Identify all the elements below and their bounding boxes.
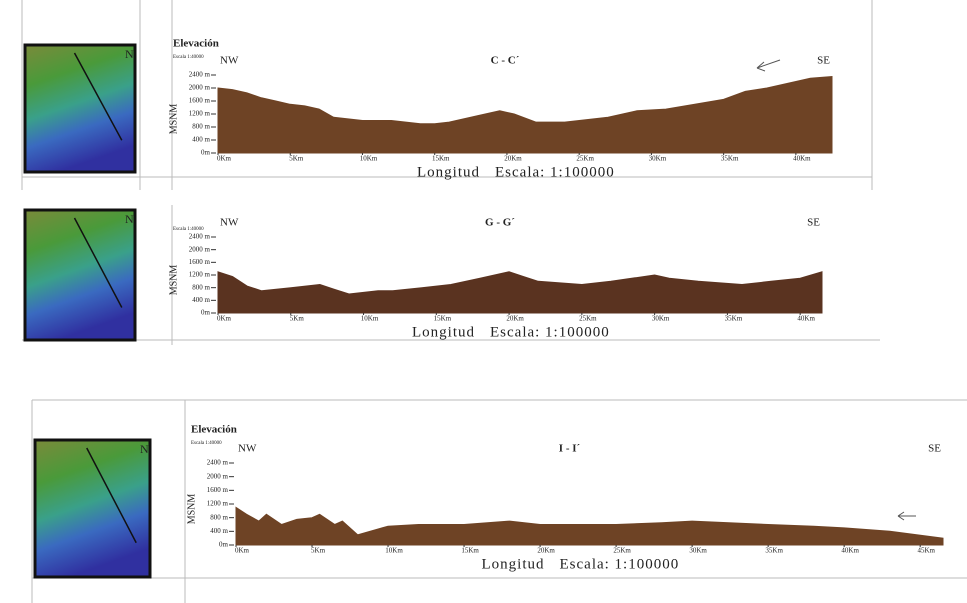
y-tick-label: 0m xyxy=(201,149,211,157)
y-tick-label: 1200 m xyxy=(189,271,211,279)
x-tick-label: 30Km xyxy=(689,547,707,555)
y-axis-label: MSNM xyxy=(186,494,197,525)
x-tick-label: 10Km xyxy=(385,547,403,555)
right-label: SE xyxy=(807,217,820,229)
x-tick-label: 25Km xyxy=(576,155,594,163)
y-tick-label: 2400 m xyxy=(207,459,229,467)
y-tick-label: 1600 m xyxy=(189,258,211,266)
y-tick-label: 2000 m xyxy=(189,84,211,92)
x-tick-label: 35Km xyxy=(765,547,783,555)
x-tick-label: 40Km xyxy=(841,547,859,555)
y-tick-label: 400 m xyxy=(210,527,228,535)
section-title: C - C´ xyxy=(491,55,520,67)
left-label: NW xyxy=(220,217,239,229)
y-axis-label: MSNM xyxy=(168,104,179,135)
x-tick-label: 10Km xyxy=(360,155,378,163)
x-tick-label: 35Km xyxy=(721,155,739,163)
x-axis-label: Longitud xyxy=(412,324,475,340)
elevation-profile xyxy=(218,77,832,153)
x-tick-label: 40Km xyxy=(797,315,815,323)
header: Elevación xyxy=(173,38,219,50)
x-tick-label: 25Km xyxy=(613,547,631,555)
y-tick-label: 400 m xyxy=(192,296,210,304)
x-tick-label: 0Km xyxy=(217,315,232,323)
north-label: N xyxy=(125,47,134,61)
x-tick-label: 5Km xyxy=(290,315,305,323)
x-tick-label: 40Km xyxy=(793,155,811,163)
x-tick-label: 15Km xyxy=(434,315,452,323)
x-tick-label: 15Km xyxy=(432,155,450,163)
elevation-profile xyxy=(218,272,822,313)
y-tick-label: 0m xyxy=(201,309,211,317)
y-tick-label: 1600 m xyxy=(207,486,229,494)
x-tick-label: 30Km xyxy=(652,315,670,323)
x-tick-label: 30Km xyxy=(649,155,667,163)
y-tick-label: 2400 m xyxy=(189,233,211,241)
x-tick-label: 20Km xyxy=(504,155,522,163)
x-tick-label: 5Km xyxy=(311,547,326,555)
x-tick-label: 20Km xyxy=(506,315,524,323)
scale-note: Escala 1:40000 xyxy=(191,441,222,446)
y-tick-label: 1200 m xyxy=(207,500,229,508)
y-tick-label: 800 m xyxy=(210,513,228,521)
y-tick-label: 800 m xyxy=(192,123,210,131)
right-label: SE xyxy=(928,443,941,455)
y-tick-label: 800 m xyxy=(192,283,210,291)
y-tick-label: 2400 m xyxy=(189,71,211,79)
figure: N Elevación Escala 1:40000 MSNM 0m 400 m 800 m… xyxy=(0,0,967,603)
x-tick-label: 45Km xyxy=(917,547,935,555)
x-tick-label: 25Km xyxy=(579,315,597,323)
y-axis-label: MSNM xyxy=(168,265,179,296)
y-tick-label: 0m xyxy=(219,541,229,549)
section-title: I - I´ xyxy=(559,443,581,455)
y-tick-label: 2000 m xyxy=(207,472,229,480)
header: Elevación xyxy=(191,424,237,436)
x-tick-label: 35Km xyxy=(725,315,743,323)
x-tick-label: 10Km xyxy=(361,315,379,323)
y-tick-label: 2000 m xyxy=(189,245,211,253)
right-label: SE xyxy=(817,55,830,67)
scale-note: Escala 1:40000 xyxy=(173,55,204,60)
x-tick-label: 0Km xyxy=(217,155,232,163)
x-tick-label: 0Km xyxy=(235,547,250,555)
x-axis-scale: Escala: 1:100000 xyxy=(560,556,680,572)
elevation-profile xyxy=(236,507,943,545)
north-label: N xyxy=(140,442,149,456)
x-tick-label: 15Km xyxy=(461,547,479,555)
x-axis-label: Longitud xyxy=(417,164,480,180)
x-axis-scale: Escala: 1:100000 xyxy=(495,164,615,180)
x-tick-label: 20Km xyxy=(537,547,555,555)
north-label: N xyxy=(125,212,134,226)
y-tick-label: 1200 m xyxy=(189,110,211,118)
left-label: NW xyxy=(238,443,257,455)
x-tick-label: 5Km xyxy=(289,155,304,163)
y-tick-label: 400 m xyxy=(192,136,210,144)
scale-note: Escala 1:40000 xyxy=(173,227,204,232)
x-axis-label: Longitud xyxy=(482,556,545,572)
left-label: NW xyxy=(220,55,239,67)
section-title: G - G´ xyxy=(485,217,515,229)
y-tick-label: 1600 m xyxy=(189,97,211,105)
x-axis-scale: Escala: 1:100000 xyxy=(490,324,610,340)
